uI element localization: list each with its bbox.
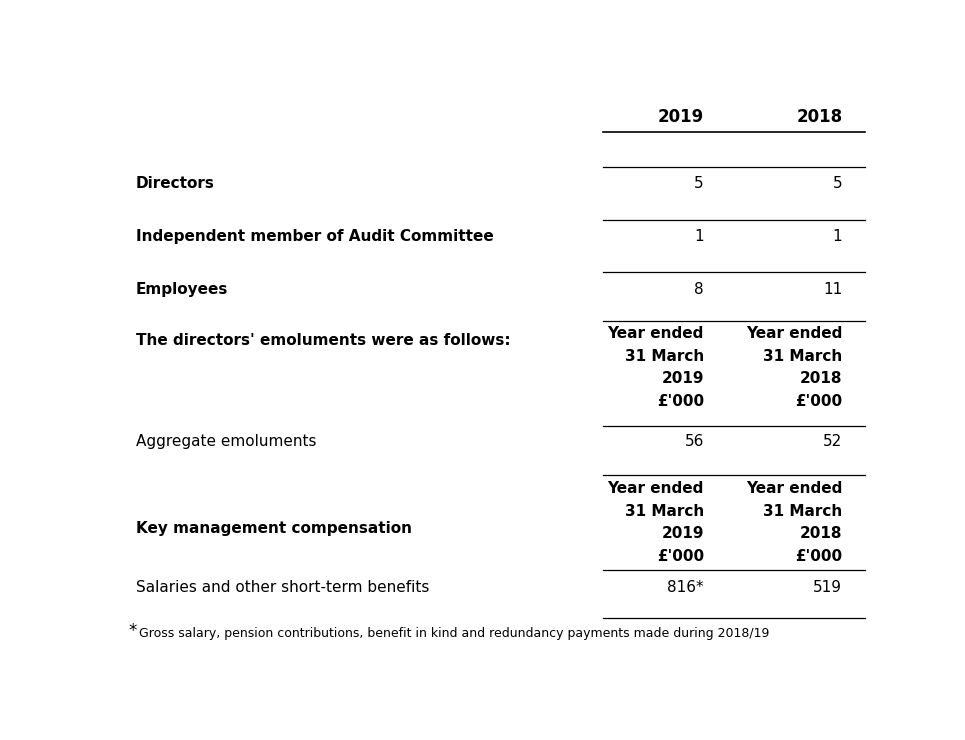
Text: 31 March: 31 March <box>763 349 842 363</box>
Text: £'000: £'000 <box>795 549 842 564</box>
Text: Year ended: Year ended <box>746 481 842 496</box>
Text: 52: 52 <box>823 434 842 449</box>
Text: 2019: 2019 <box>661 371 703 386</box>
Text: The directors' emoluments were as follows:: The directors' emoluments were as follow… <box>135 333 510 348</box>
Text: 1: 1 <box>833 229 842 243</box>
Text: £'000: £'000 <box>795 394 842 409</box>
Text: 56: 56 <box>684 434 703 449</box>
Text: £'000: £'000 <box>657 394 703 409</box>
Text: 2018: 2018 <box>800 526 842 542</box>
Text: Year ended: Year ended <box>746 326 842 341</box>
Text: Aggregate emoluments: Aggregate emoluments <box>135 434 317 449</box>
Text: *: * <box>128 622 136 640</box>
Text: Year ended: Year ended <box>608 481 703 496</box>
Text: 519: 519 <box>813 579 842 595</box>
Text: 5: 5 <box>695 176 703 192</box>
Text: Independent member of Audit Committee: Independent member of Audit Committee <box>135 229 493 243</box>
Text: 31 March: 31 March <box>624 504 703 519</box>
Text: 11: 11 <box>823 282 842 297</box>
Text: 31 March: 31 March <box>624 349 703 363</box>
Text: Employees: Employees <box>135 282 228 297</box>
Text: 2018: 2018 <box>800 371 842 386</box>
Text: 2018: 2018 <box>796 108 842 126</box>
Text: Directors: Directors <box>135 176 214 192</box>
Text: Gross salary, pension contributions, benefit in kind and redundancy payments mad: Gross salary, pension contributions, ben… <box>139 628 769 640</box>
Text: Salaries and other short-term benefits: Salaries and other short-term benefits <box>135 579 429 595</box>
Text: 2019: 2019 <box>661 526 703 542</box>
Text: 816*: 816* <box>668 579 703 595</box>
Text: 2019: 2019 <box>658 108 703 126</box>
Text: £'000: £'000 <box>657 549 703 564</box>
Text: 31 March: 31 March <box>763 504 842 519</box>
Text: Key management compensation: Key management compensation <box>135 521 412 536</box>
Text: 1: 1 <box>695 229 703 243</box>
Text: Year ended: Year ended <box>608 326 703 341</box>
Text: 8: 8 <box>695 282 703 297</box>
Text: 5: 5 <box>833 176 842 192</box>
